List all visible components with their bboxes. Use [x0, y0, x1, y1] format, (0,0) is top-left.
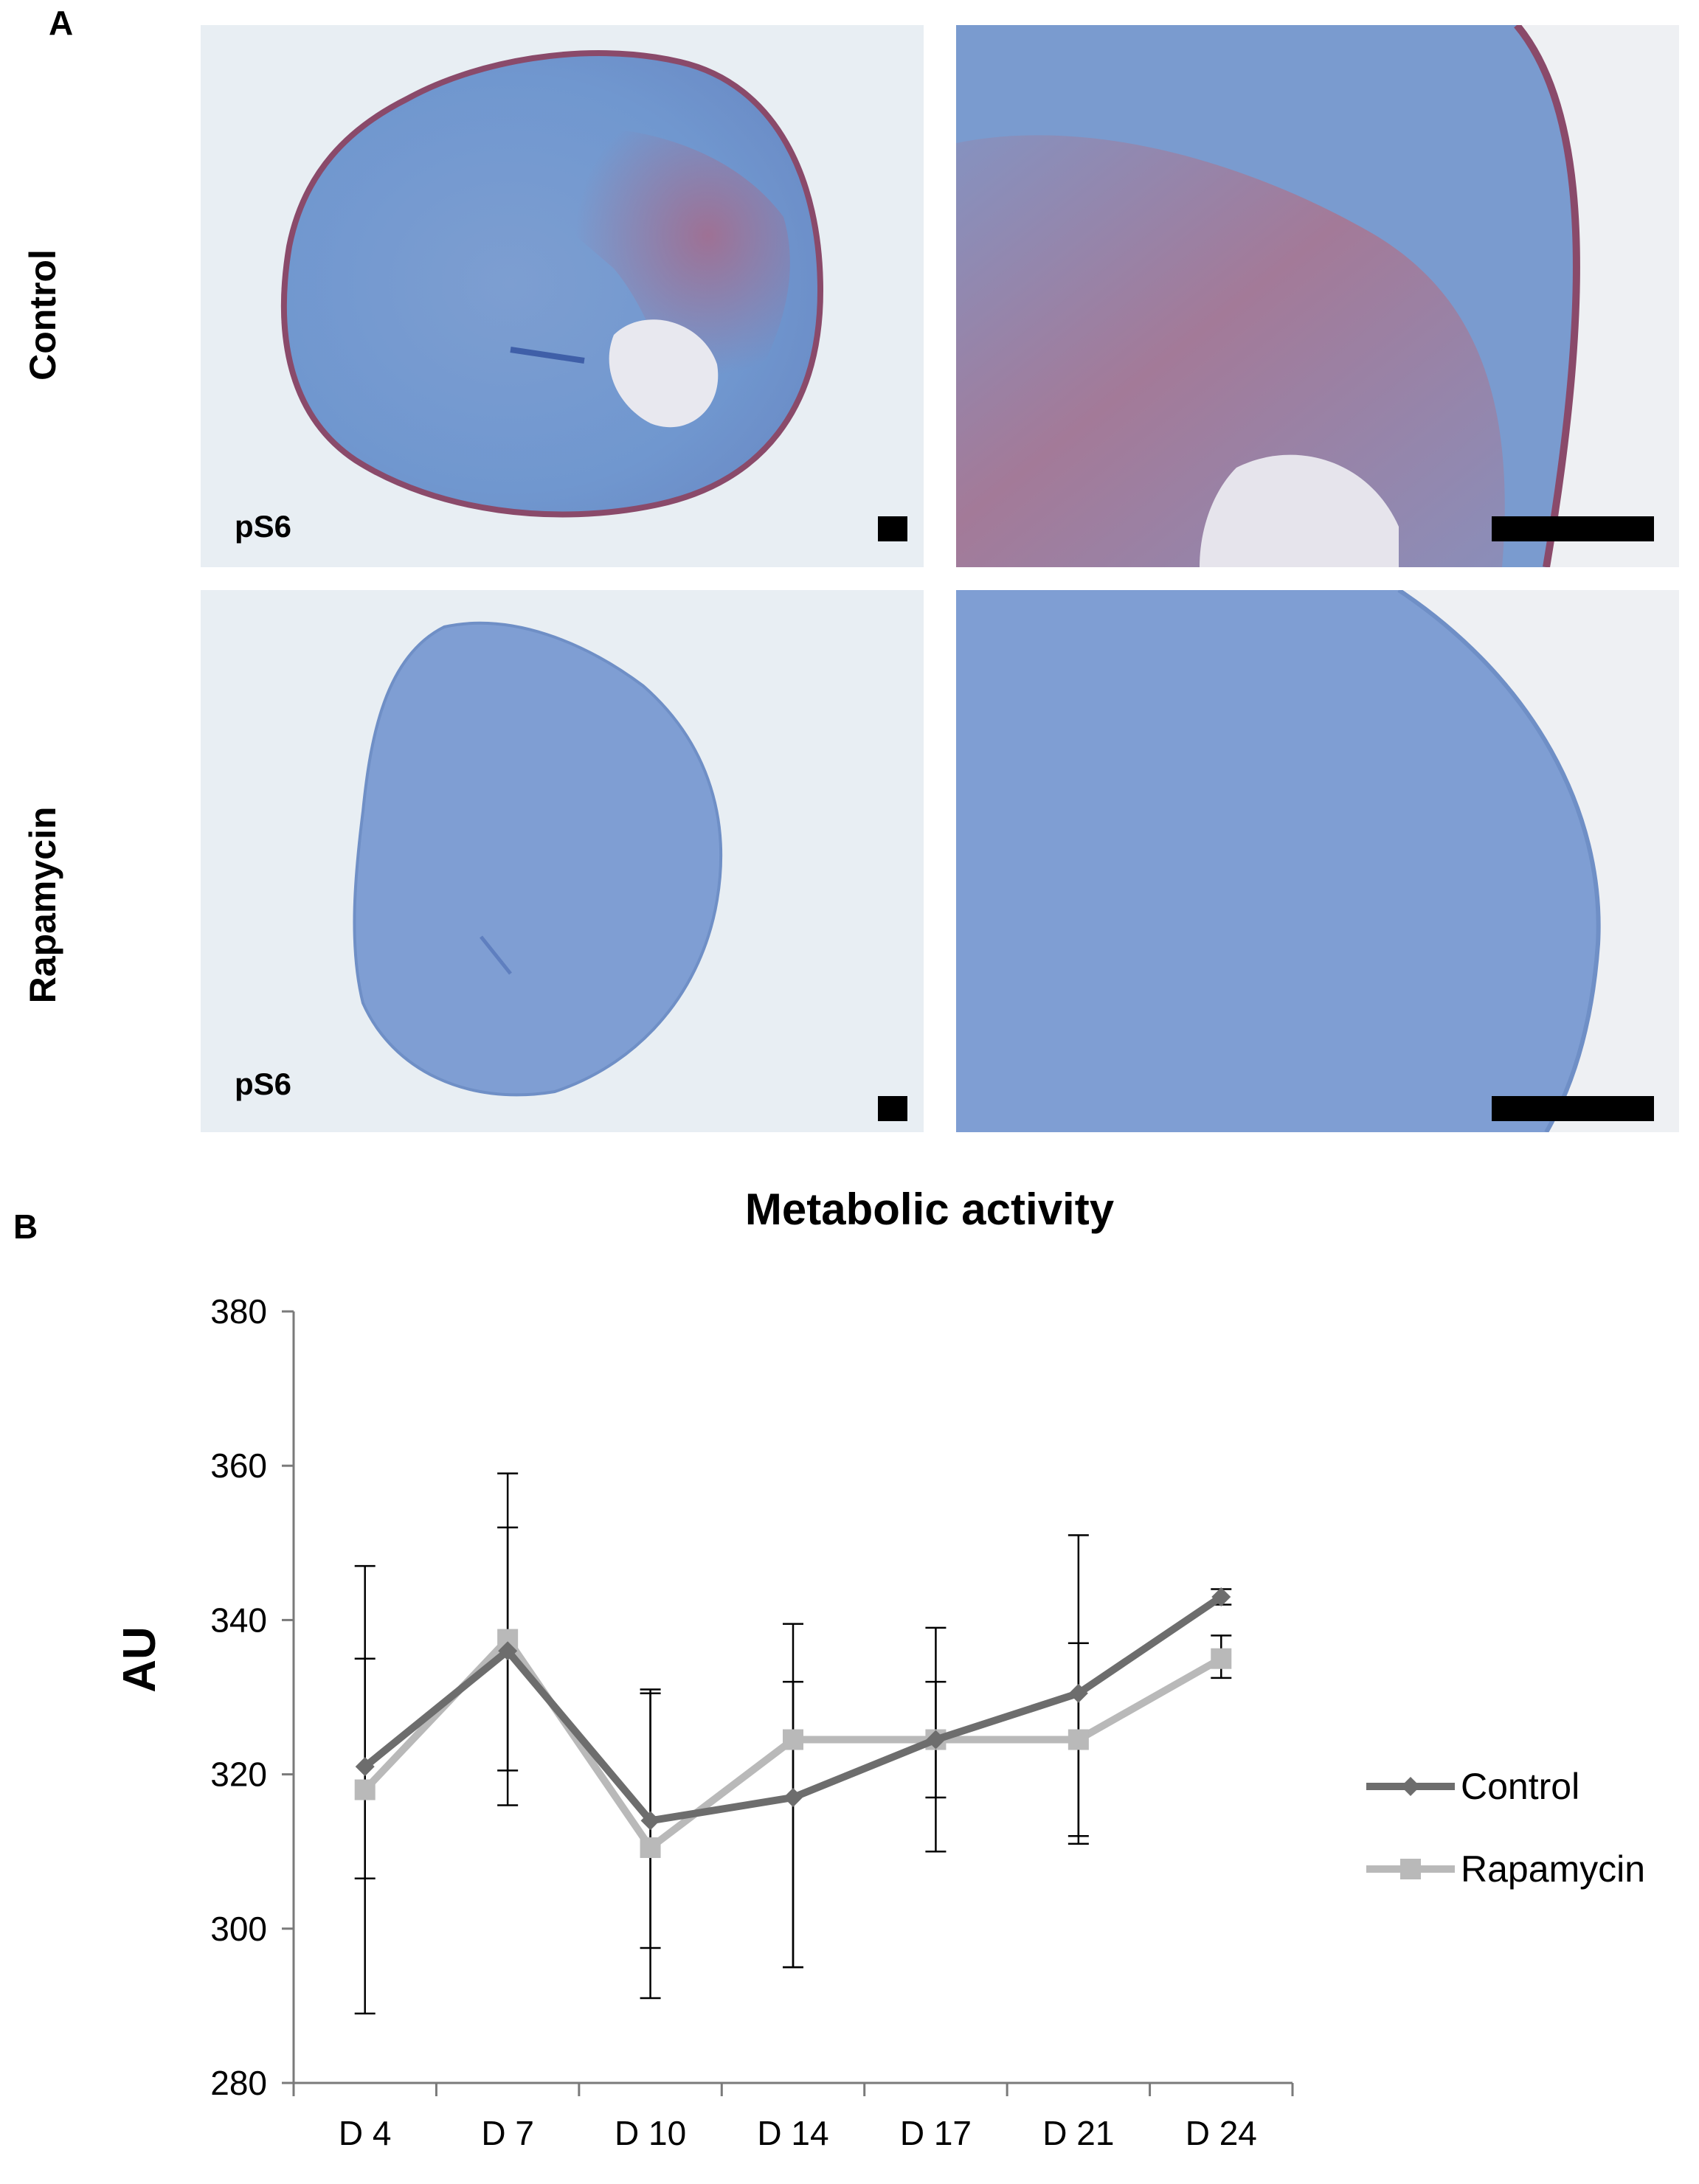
scale-bar-control-low	[878, 516, 907, 541]
legend-label-rapamycin: Rapamycin	[1461, 1848, 1645, 1890]
data-point-control	[498, 1641, 518, 1661]
data-point-rapamycin	[1068, 1729, 1089, 1750]
data-point-control	[640, 1811, 660, 1831]
panel-a-letter: A	[49, 4, 74, 42]
legend-label-control: Control	[1461, 1766, 1579, 1807]
scale-bar-rapamycin-high	[1492, 1096, 1654, 1121]
y-tick-label: 340	[210, 1601, 267, 1639]
stain-label-control: pS6	[235, 509, 292, 544]
legend-marker-rapamycin	[1400, 1859, 1421, 1879]
scale-bar-control-high	[1492, 516, 1654, 541]
metabolic-activity-chart: Metabolic activity AU 280 300 320 340 360 380 D …	[114, 1185, 1645, 2152]
micrograph-control-high	[956, 25, 1679, 567]
scale-bar-rapamycin-low	[878, 1096, 907, 1121]
x-tick-label: D 21	[1042, 2114, 1114, 2152]
panel-b-letter: B	[13, 1207, 38, 1246]
y-tick-label: 300	[210, 1910, 267, 1948]
chart-title: Metabolic activity	[745, 1185, 1115, 1234]
stain-label-rapamycin: pS6	[235, 1067, 292, 1101]
y-axis-label: AU	[114, 1626, 165, 1693]
data-point-control	[1211, 1587, 1231, 1607]
x-tick-label: D 7	[481, 2114, 534, 2152]
y-tick-label: 320	[210, 1755, 267, 1794]
micrograph-control-low	[201, 25, 924, 567]
row-label-rapamycin: Rapamycin	[22, 806, 63, 1004]
micrograph-rapamycin-high	[956, 590, 1679, 1132]
data-point-control	[783, 1787, 803, 1807]
y-tick-label: 380	[210, 1292, 267, 1331]
y-tick-label: 360	[210, 1446, 267, 1485]
row-label-control: Control	[22, 249, 63, 381]
x-tick-label: D 17	[900, 2114, 972, 2152]
data-point-control	[355, 1757, 375, 1777]
x-tick-label: D 24	[1186, 2114, 1257, 2152]
legend-marker-control	[1401, 1777, 1420, 1796]
data-point-rapamycin	[783, 1729, 803, 1750]
x-tick-label: D 4	[339, 2114, 392, 2152]
data-point-rapamycin	[1211, 1648, 1232, 1669]
y-tick-label: 280	[210, 2064, 267, 2102]
micrograph-rapamycin-low	[201, 590, 924, 1132]
data-point-control	[926, 1730, 946, 1750]
data-point-rapamycin	[354, 1779, 376, 1800]
data-point-control	[1068, 1683, 1088, 1703]
x-tick-label: D 14	[757, 2114, 828, 2152]
data-point-rapamycin	[640, 1837, 661, 1858]
x-tick-label: D 10	[615, 2114, 686, 2152]
